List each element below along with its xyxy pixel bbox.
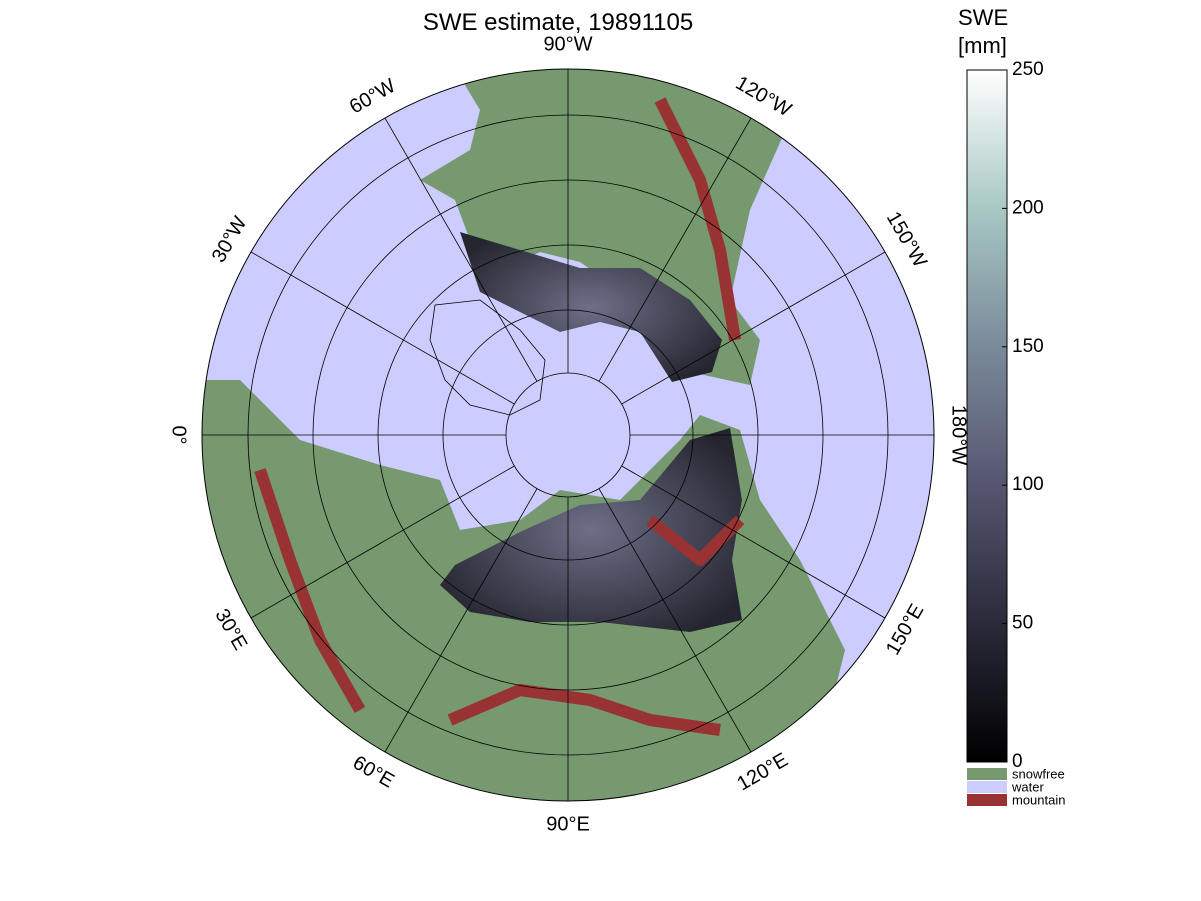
legend-swatch [967, 781, 1007, 793]
legend-label: snowfree [1012, 766, 1065, 781]
mountains [254, 97, 745, 736]
colorbar-tick-label: 100 [1012, 474, 1044, 495]
colorbar-tick-label: 150 [1012, 336, 1044, 357]
longitude-label: 60°E [349, 752, 398, 793]
colorbar: 0 50 100 150 200 250 SWE [mm] snowfreewatermount… [958, 5, 1065, 807]
colorbar-tick-label: 250 [1012, 59, 1044, 80]
colorbar-tick-label: 200 [1012, 197, 1044, 218]
meridian [621, 251, 886, 405]
longitude-label: 30°E [210, 605, 251, 654]
meridian [384, 488, 538, 753]
longitude-label: 0° [168, 425, 190, 444]
legend-swatch [967, 768, 1007, 780]
map-frame [201, 68, 935, 802]
meridian [621, 465, 886, 619]
longitude-label: 60°W [346, 75, 400, 119]
snow-siberia [440, 428, 742, 632]
north-america [420, 69, 790, 385]
mountain-range [646, 515, 745, 566]
colorbar-label: [mm] [958, 33, 1007, 58]
colorbar-label: SWE [958, 5, 1008, 30]
longitude-label: 90°E [546, 813, 590, 835]
map-disk [202, 69, 934, 801]
meridian [598, 117, 752, 382]
graticule [202, 69, 934, 801]
meridian [598, 488, 752, 753]
colorbar-tick-label: 0 [1012, 751, 1023, 772]
legend-label: mountain [1012, 792, 1065, 807]
meridian [250, 465, 515, 619]
mountain-range [654, 97, 741, 341]
map-title: SWE estimate, 19891105 [423, 9, 693, 36]
mountain-range [447, 684, 721, 736]
meridian [250, 251, 515, 405]
legend-label: water [1011, 779, 1044, 794]
legend-swatch [967, 794, 1007, 806]
longitude-label: 90°W [543, 33, 592, 55]
colorbar-tick-label: 50 [1012, 613, 1033, 634]
longitude-label: 30°W [208, 213, 252, 267]
snow-arctic [460, 232, 722, 382]
meridian [384, 117, 538, 382]
longitude-label: 180°W [948, 405, 970, 465]
mountain-range [254, 468, 366, 713]
colorbar-scale [966, 69, 1008, 763]
